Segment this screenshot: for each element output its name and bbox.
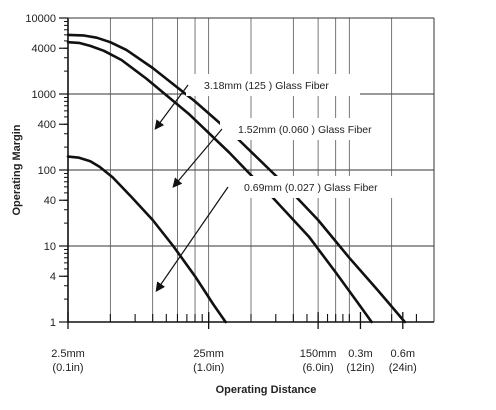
series-line-2 [66, 40, 373, 324]
y-axis-title: Operating Margin [11, 124, 23, 215]
y-tick-label: 4 [50, 271, 56, 283]
series-layer [66, 33, 407, 324]
annotation-arrow [154, 84, 189, 130]
y-tick-label: 1 [50, 317, 56, 329]
x-tick-label: 2.5mm [51, 348, 85, 360]
y-tick-label: 1000 [32, 89, 56, 101]
x-tick-label: 0.6m [391, 348, 415, 360]
x-tick-label-sub: (6.0in) [303, 362, 334, 374]
annotation-box [226, 176, 394, 198]
y-tick-label: 400 [38, 119, 56, 131]
series-line-1 [66, 33, 407, 324]
x-tick-label-sub: (12in) [346, 362, 374, 374]
y-tick-label: 40 [44, 195, 56, 207]
annotation-arrow [172, 128, 223, 188]
annotation-box [186, 74, 360, 96]
x-tick-label: 150mm [300, 348, 337, 360]
x-tick-label-sub: (24in) [389, 362, 417, 374]
grid-layer [68, 17, 434, 322]
annotation-layer: 3.18mm (125 ) Glass Fiber 1.52mm (0.060 )… [154, 74, 394, 292]
annotation-box [220, 118, 388, 140]
axis-layer: 1 4 10 40 100 400 1000 4000 10000 2.5mm (0.1in) 25m… [25, 13, 435, 374]
annotation-label: 1.52mm (0.060 ) Glass Fiber [238, 124, 372, 136]
y-tick-label: 10 [44, 241, 56, 253]
annotation-arrow [155, 186, 229, 292]
x-axis-title: Operating Distance [216, 384, 317, 396]
y-tick-label: 10000 [25, 13, 56, 25]
x-tick-label: 0.3m [348, 348, 372, 360]
annotation-label: 0.69mm (0.027 ) Glass Fiber [244, 182, 378, 194]
y-tick-label: 4000 [32, 43, 56, 55]
annotation-label: 3.18mm (125 ) Glass Fiber [204, 80, 329, 92]
series-line-3 [66, 155, 227, 324]
x-tick-label-sub: (0.1in) [52, 362, 83, 374]
x-tick-label-sub: (1.0in) [193, 362, 224, 374]
x-tick-label: 25mm [193, 348, 224, 360]
y-tick-label: 100 [38, 165, 56, 177]
